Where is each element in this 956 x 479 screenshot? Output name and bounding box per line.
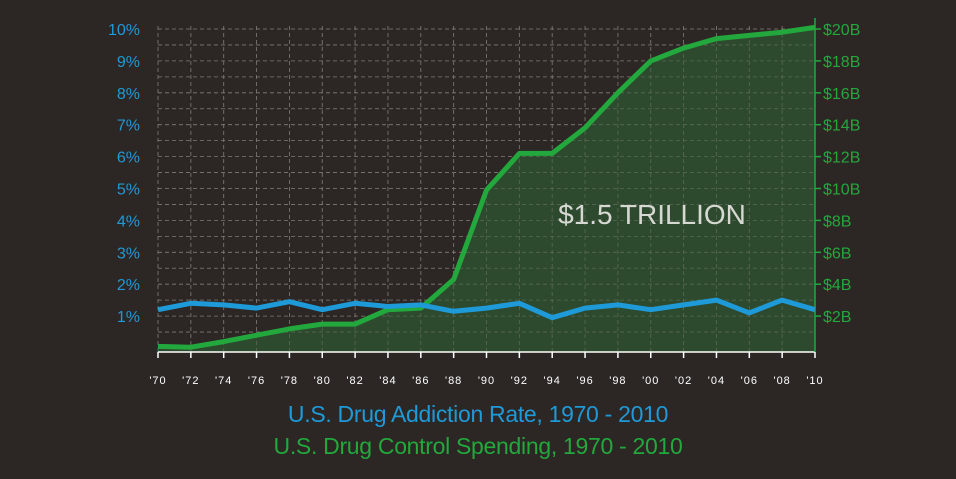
x-tick-label: '88 <box>445 375 462 387</box>
right-axis-ticks: $2B $4B $6B $8B $10B $12B $14B $16B $18B $20B <box>815 22 860 326</box>
spending-area-fill <box>158 27 815 353</box>
x-tick-label: '94 <box>544 375 561 387</box>
right-tick-label: $14B <box>823 118 860 135</box>
addiction-rate-line <box>157 297 816 321</box>
right-tick-label: $18B <box>823 54 860 71</box>
left-tick-label: 9% <box>117 54 140 71</box>
left-axis-ticks: 1% 2% 3% 4% 5% 6% 7% 8% 9% 10% <box>108 22 140 326</box>
x-tick-label: '84 <box>379 375 396 387</box>
left-tick-label: 3% <box>117 245 140 262</box>
right-tick-label: $2B <box>823 309 851 326</box>
x-tick-label: '10 <box>806 375 823 387</box>
x-axis-ticks: '70 '72 '74 '76 '78 '80 '82 '84 '86 '88 '90 '92 '94 '… <box>149 352 823 387</box>
title-addiction-rate: U.S. Drug Addiction Rate, 1970 - 2010 <box>287 401 669 427</box>
right-tick-label: $16B <box>823 86 860 103</box>
left-tick-label: 6% <box>117 150 140 167</box>
left-tick-label: 2% <box>117 277 140 294</box>
x-tick-label: '00 <box>642 375 659 387</box>
x-tick-label: '04 <box>708 375 725 387</box>
right-tick-label: $20B <box>823 22 860 39</box>
x-tick-label: '92 <box>511 375 528 387</box>
title-drug-spending: U.S. Drug Control Spending, 1970 - 2010 <box>273 433 683 459</box>
annotation-total: $1.5 TRILLION <box>558 199 746 230</box>
left-tick-label: 4% <box>117 213 140 230</box>
x-tick-label: '08 <box>773 375 790 387</box>
right-tick-label: $10B <box>823 182 860 199</box>
x-tick-label: '76 <box>248 375 265 387</box>
spending-line <box>157 24 816 350</box>
x-tick-label: '02 <box>675 375 692 387</box>
right-tick-label: $12B <box>823 150 860 167</box>
x-tick-label: '82 <box>346 375 363 387</box>
x-tick-label: '70 <box>149 375 166 387</box>
x-tick-label: '78 <box>281 375 298 387</box>
left-tick-label: 1% <box>117 309 140 326</box>
x-tick-label: '80 <box>314 375 331 387</box>
right-tick-label: $8B <box>823 213 851 230</box>
x-tick-label: '96 <box>576 375 593 387</box>
left-tick-label: 5% <box>117 182 140 199</box>
right-tick-label: $6B <box>823 245 851 262</box>
left-tick-label: 7% <box>117 118 140 135</box>
x-tick-label: '90 <box>478 375 495 387</box>
x-tick-label: '74 <box>215 375 232 387</box>
chart-titles: U.S. Drug Addiction Rate, 1970 - 2010 U.… <box>0 398 956 462</box>
x-tick-label: '06 <box>741 375 758 387</box>
x-tick-label: '86 <box>412 375 429 387</box>
left-tick-label: 8% <box>117 86 140 103</box>
right-tick-label: $4B <box>823 277 851 294</box>
left-tick-label: 10% <box>108 22 140 39</box>
x-tick-label: '98 <box>609 375 626 387</box>
x-tick-label: '72 <box>182 375 199 387</box>
